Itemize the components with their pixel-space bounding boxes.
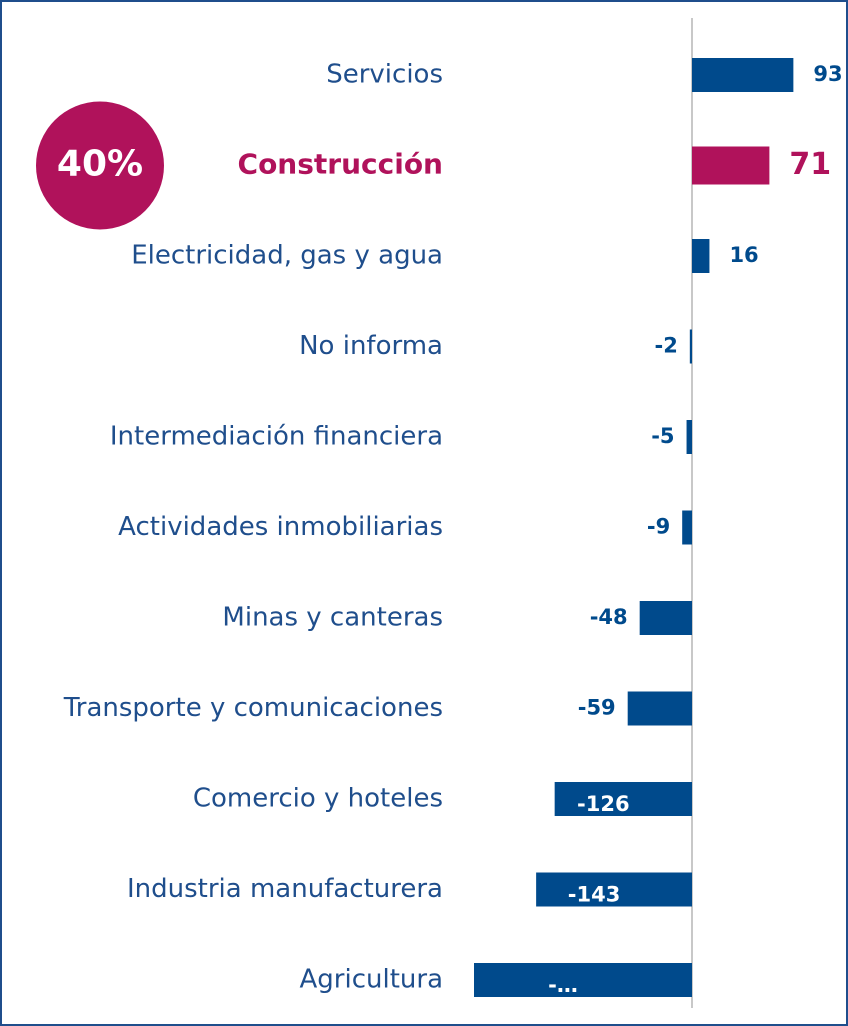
- bar: [686, 420, 692, 454]
- value-label: -48: [590, 605, 628, 629]
- bar: [639, 601, 692, 635]
- category-label: No informa: [299, 331, 443, 361]
- bar: [682, 510, 692, 545]
- value-label: -59: [578, 696, 616, 720]
- annotation: 40%: [57, 144, 143, 185]
- value-label: -143: [568, 883, 621, 907]
- value-label: -9: [647, 515, 670, 539]
- bar: [536, 872, 692, 907]
- highlight-badge: [36, 101, 164, 230]
- category-label: Intermediación financiera: [110, 422, 443, 452]
- value-label: -5: [651, 424, 674, 448]
- value-label: -…: [548, 973, 578, 997]
- category-label: Servicios: [326, 60, 443, 90]
- bar: [692, 58, 794, 92]
- bar: [474, 963, 692, 997]
- bar: [692, 146, 770, 185]
- value-label: 71: [789, 147, 831, 182]
- bar: [692, 239, 710, 273]
- bar: [689, 329, 692, 364]
- value-label: 16: [729, 243, 758, 267]
- category-label: Agricultura: [300, 965, 444, 995]
- category-label: Industria manufacturera: [127, 874, 443, 904]
- category-label: Minas y canteras: [222, 603, 443, 633]
- value-label: -126: [577, 792, 630, 816]
- bar: [627, 691, 692, 726]
- value-label: -2: [654, 334, 677, 358]
- category-label: Electricidad, gas y agua: [131, 241, 443, 271]
- category-label: Comercio y hoteles: [193, 784, 443, 814]
- category-label: Construcción: [238, 148, 443, 181]
- category-label: Transporte y comunicaciones: [63, 693, 443, 723]
- category-label: Actividades inmobiliarias: [118, 512, 443, 542]
- bar: [554, 782, 692, 816]
- value-label: 93: [813, 62, 842, 86]
